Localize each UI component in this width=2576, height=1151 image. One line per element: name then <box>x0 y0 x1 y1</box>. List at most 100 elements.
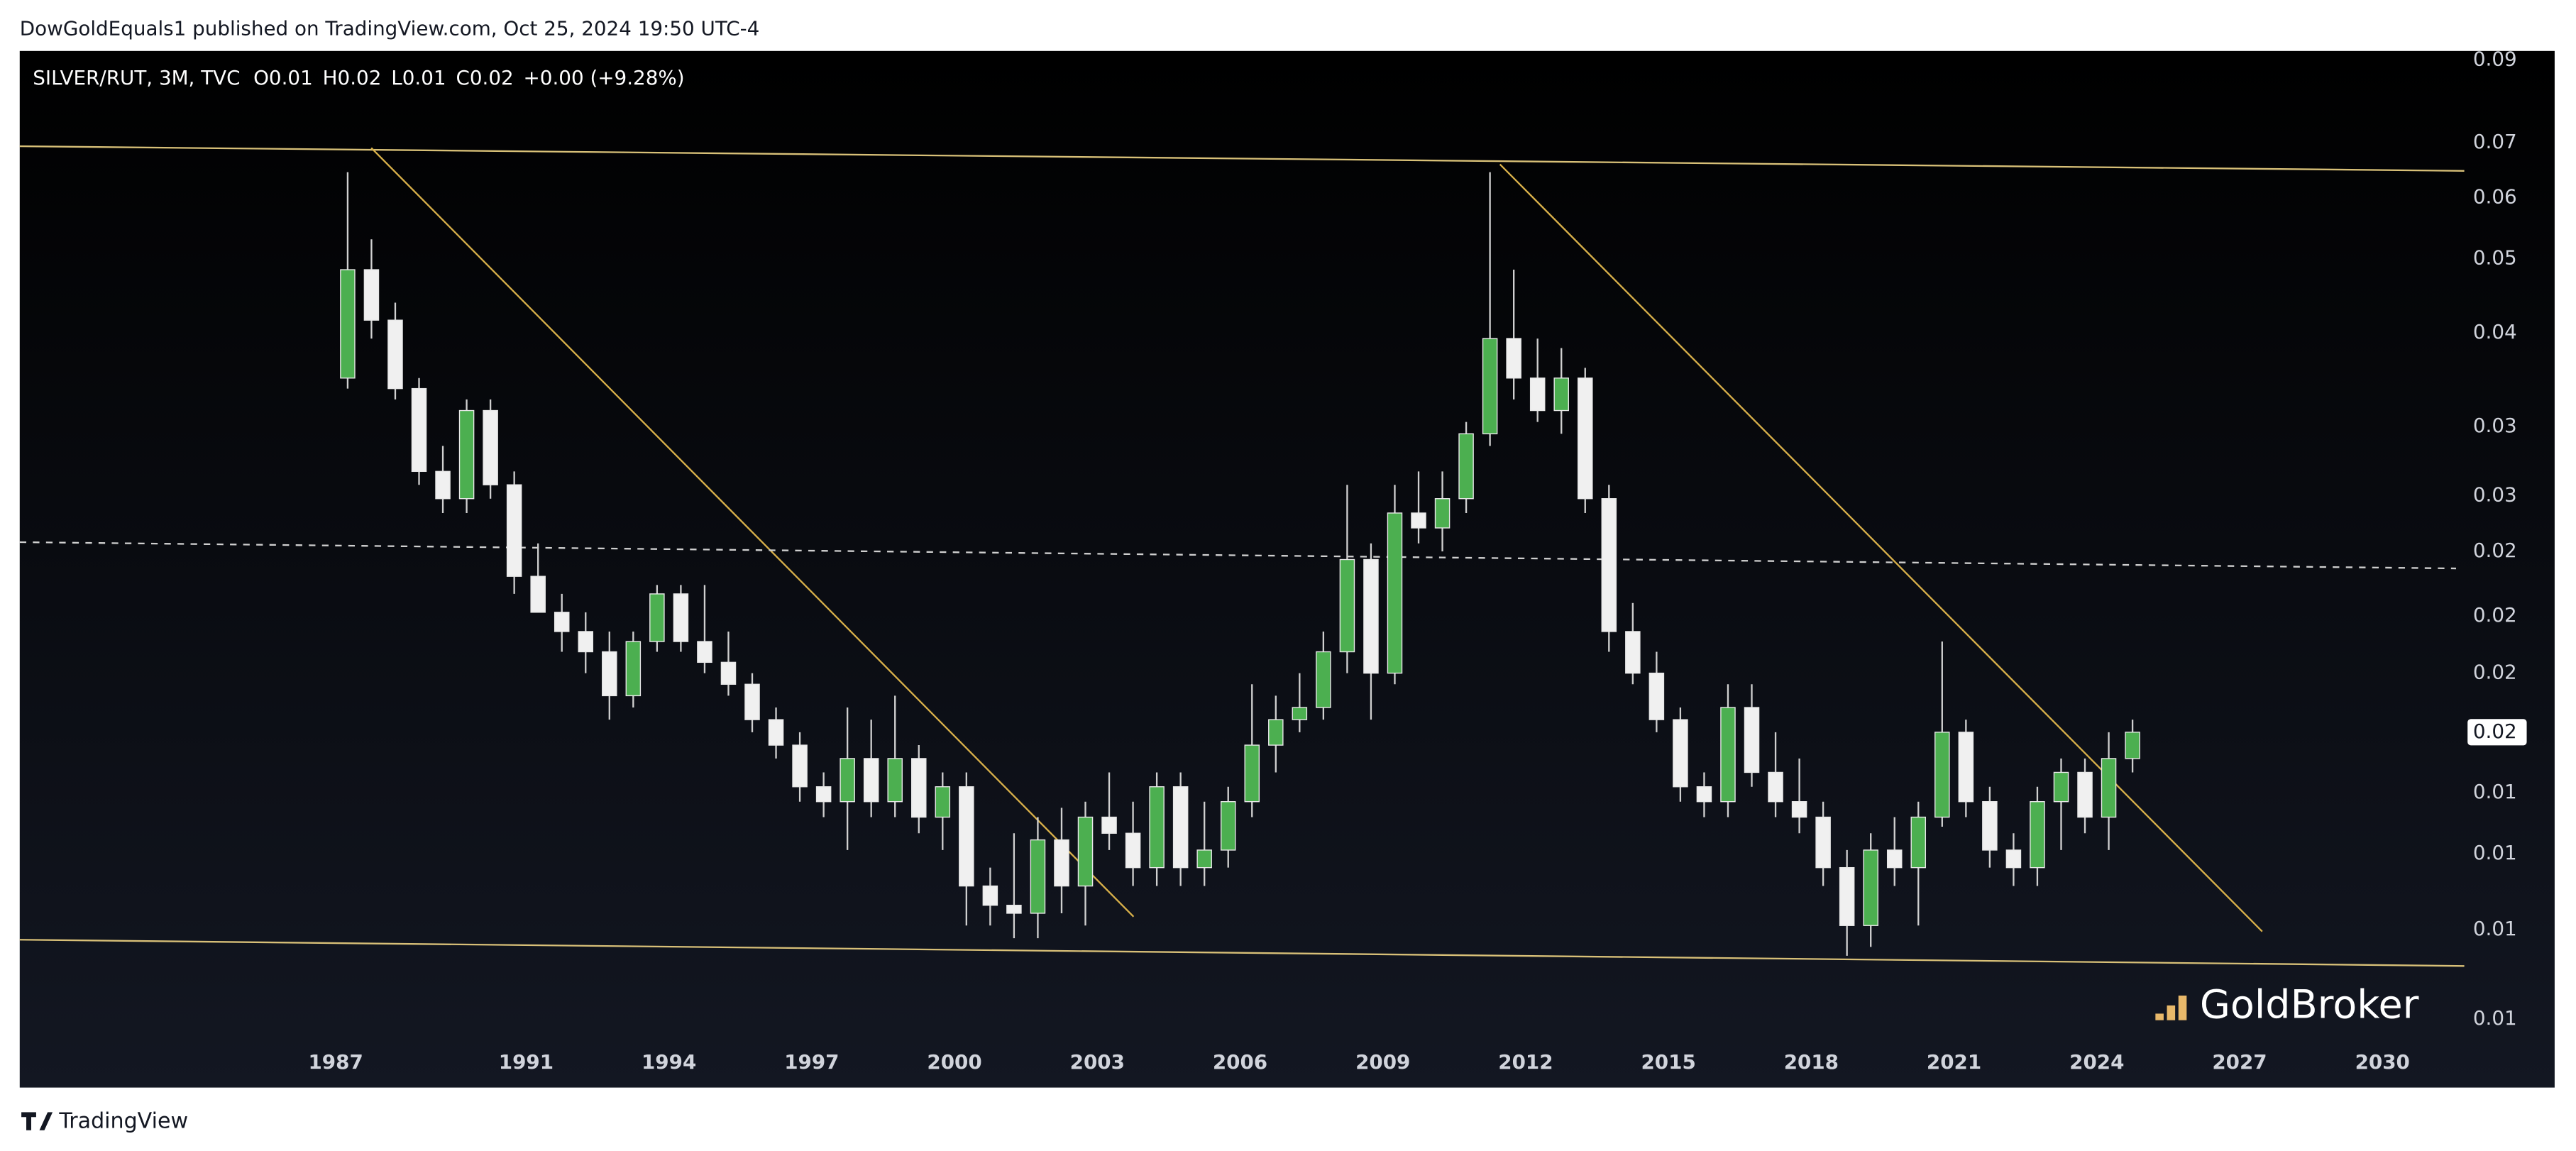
candle-body <box>506 484 522 577</box>
y-tick-label: 0.03 <box>2473 414 2517 437</box>
x-tick-label: 1991 <box>499 1050 554 1074</box>
x-tick-label: 1987 <box>308 1050 363 1074</box>
tv-logo <box>21 1112 53 1130</box>
candle-body <box>720 661 737 685</box>
x-tick-label: 2021 <box>1927 1050 1981 1074</box>
candle-body <box>1910 816 1927 869</box>
candle-body <box>911 758 927 818</box>
x-tick-label: 1994 <box>642 1050 696 1074</box>
change-value: +0.00 (+9.28%) <box>524 66 685 89</box>
dashed-line <box>19 541 2457 570</box>
candle-body <box>1886 849 1903 869</box>
candle-body <box>2030 801 2045 869</box>
symbol: SILVER/RUT, 3M, TVC <box>33 66 240 89</box>
candle-body <box>411 387 427 473</box>
candle-body <box>435 470 451 500</box>
last-price-box <box>2467 719 2527 746</box>
x-tick-label: 2024 <box>2069 1050 2124 1074</box>
candle-body <box>815 786 832 803</box>
watermark-icon <box>2178 995 2187 1020</box>
watermark-icon <box>2155 1013 2164 1020</box>
x-tick-label: 1997 <box>784 1050 839 1074</box>
candle-body <box>2125 732 2140 759</box>
candle-body <box>1268 719 1284 746</box>
footer-brand: TradingView <box>58 1109 188 1134</box>
candle-body <box>1982 801 1998 851</box>
y-tick-label: 0.01 <box>2473 1006 2517 1030</box>
candle-body <box>1220 801 1236 851</box>
candle-body <box>1934 732 1950 818</box>
x-tick-label: 2012 <box>1498 1050 1553 1074</box>
x-tick-label: 2030 <box>2355 1050 2410 1074</box>
candle-body <box>340 269 356 379</box>
watermark-text: GoldBroker <box>2200 981 2419 1028</box>
candle-body <box>1434 498 1451 529</box>
candle-body <box>602 651 617 697</box>
ohlc-value: L0.01 <box>391 66 446 89</box>
candle-body <box>840 758 855 803</box>
candle-body <box>768 719 784 746</box>
candle-body <box>1077 816 1094 887</box>
candle-body <box>2053 771 2069 803</box>
trendline <box>1499 163 2263 932</box>
candle-body <box>1363 558 1379 674</box>
candle-body <box>1863 849 1878 926</box>
candle-body <box>1815 816 1831 869</box>
y-tick-label: 0.02 <box>2473 661 2517 684</box>
axes: 0.09 0.07 0.06 0.05 0.04 0.03 0.03 0.02 0.02 0.02… <box>308 48 2527 1074</box>
candle-body <box>458 409 475 500</box>
candle-body <box>578 631 594 653</box>
candle-body <box>387 319 403 390</box>
candle-body <box>792 744 808 788</box>
ohlc-value: O0.01 <box>253 66 313 89</box>
candle-body <box>1553 378 1569 412</box>
trendline <box>370 147 1135 918</box>
y-tick-label: 0.07 <box>2473 130 2517 153</box>
candle-body <box>887 758 903 803</box>
candle-body <box>1482 338 1498 434</box>
candle-body <box>1673 719 1688 788</box>
ohlc-value: H0.02 <box>323 66 382 89</box>
trendline <box>19 145 2465 172</box>
ohlc-value: C0.02 <box>456 66 513 89</box>
candle-body <box>1006 905 1022 914</box>
chart-legend: SILVER/RUT, 3M, TVC O0.01 H0.02 L0.01 C0.02 +… <box>33 66 684 89</box>
candle-body <box>2077 771 2093 818</box>
y-tick-label: 0.01 <box>2473 917 2517 940</box>
candle-body <box>1339 558 1355 653</box>
last-price-label: 0.02 <box>2473 720 2517 743</box>
watermark: GoldBroker <box>2155 981 2419 1028</box>
chart-pane <box>19 50 2555 1088</box>
candle-body <box>1768 771 1783 803</box>
candle-body <box>363 269 380 321</box>
candle-body <box>959 786 974 887</box>
candle-body <box>1292 707 1308 720</box>
y-tick-label: 0.01 <box>2473 841 2517 864</box>
trendline <box>19 939 2465 967</box>
x-tick-label: 2027 <box>2212 1050 2267 1074</box>
y-tick-label: 0.05 <box>2473 246 2517 270</box>
candle-body <box>1149 786 1165 869</box>
candle-body <box>1839 866 1855 926</box>
x-tick-label: 2006 <box>1213 1050 1267 1074</box>
candle-body <box>1791 801 1807 818</box>
candle-body <box>1958 732 1974 803</box>
candle-body <box>1625 631 1641 674</box>
candle-body <box>1196 849 1212 869</box>
candle-body <box>2101 758 2117 818</box>
y-tick-label: 0.01 <box>2473 780 2517 803</box>
candle-body <box>1578 378 1593 500</box>
candle-body <box>1172 786 1189 869</box>
candle-body <box>554 612 570 632</box>
candle-body <box>1601 498 1617 632</box>
y-tick-label: 0.09 <box>2473 48 2517 71</box>
candle-body <box>863 758 879 803</box>
candle-body <box>982 885 998 906</box>
candle-body <box>935 786 951 818</box>
y-tick-label: 0.06 <box>2473 185 2517 209</box>
candle-body <box>1506 338 1521 379</box>
candle-body <box>1696 786 1712 803</box>
x-tick-label: 2003 <box>1070 1050 1125 1074</box>
